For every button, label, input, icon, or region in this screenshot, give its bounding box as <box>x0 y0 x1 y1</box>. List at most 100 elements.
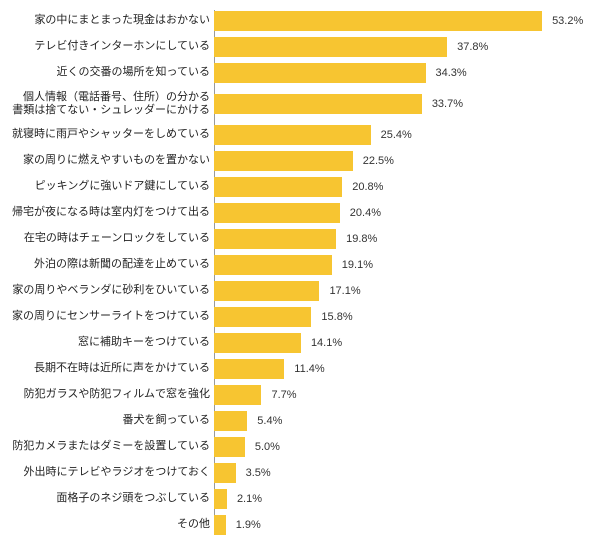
value-label: 1.9% <box>236 519 261 531</box>
bar <box>214 94 422 114</box>
row-label: 窓に補助キーをつけている <box>0 336 214 349</box>
value-label: 14.1% <box>311 337 342 349</box>
chart-row: 家の中にまとまった現金はおかない 53.2% <box>0 10 591 32</box>
bar-area: 34.3% <box>214 63 591 83</box>
chart-row: 番犬を飼っている 5.4% <box>0 410 591 432</box>
value-label: 5.4% <box>257 415 282 427</box>
chart-row: 窓に補助キーをつけている 14.1% <box>0 332 591 354</box>
chart-row: 帰宅が夜になる時は室内灯をつけて出る 20.4% <box>0 202 591 224</box>
bar-area: 7.7% <box>214 385 591 405</box>
value-label: 20.4% <box>350 207 381 219</box>
chart-row: 長期不在時は近所に声をかけている 11.4% <box>0 358 591 380</box>
row-label: 防犯カメラまたはダミーを設置している <box>0 440 214 453</box>
chart-row: 外泊の際は新聞の配達を止めている 19.1% <box>0 254 591 276</box>
chart-row: 面格子のネジ頭をつぶしている 2.1% <box>0 488 591 510</box>
chart-row: ピッキングに強いドア鍵にしている 20.8% <box>0 176 591 198</box>
bar-area: 20.4% <box>214 203 591 223</box>
bar-area: 3.5% <box>214 463 591 483</box>
bar-area: 1.9% <box>214 515 591 535</box>
bar <box>214 37 447 57</box>
chart-row: 就寝時に雨戸やシャッターをしめている 25.4% <box>0 124 591 146</box>
bar <box>214 203 340 223</box>
bar-area: 11.4% <box>214 359 591 379</box>
value-label: 25.4% <box>381 129 412 141</box>
bar <box>214 177 342 197</box>
value-label: 3.5% <box>246 467 271 479</box>
bar <box>214 125 371 145</box>
row-label: テレビ付きインターホンにしている <box>0 40 214 53</box>
bar-area: 37.8% <box>214 37 591 57</box>
value-label: 11.4% <box>294 363 324 375</box>
bar <box>214 281 319 301</box>
chart-row: 防犯ガラスや防犯フィルムで窓を強化 7.7% <box>0 384 591 406</box>
value-label: 53.2% <box>552 15 583 27</box>
bar <box>214 463 236 483</box>
value-label: 19.1% <box>342 259 373 271</box>
row-label: 防犯ガラスや防犯フィルムで窓を強化 <box>0 388 214 401</box>
bar-area: 5.0% <box>214 437 591 457</box>
bar <box>214 255 332 275</box>
value-label: 7.7% <box>271 389 296 401</box>
bar-area: 33.7% <box>214 94 591 114</box>
row-label: 長期不在時は近所に声をかけている <box>0 362 214 375</box>
value-label: 22.5% <box>363 155 394 167</box>
bar-area: 53.2% <box>214 11 591 31</box>
chart-row: 在宅の時はチェーンロックをしている 19.8% <box>0 228 591 250</box>
value-label: 34.3% <box>436 67 467 79</box>
bar-area: 25.4% <box>214 125 591 145</box>
bar <box>214 489 227 509</box>
bar <box>214 307 311 327</box>
bar <box>214 437 245 457</box>
row-label: 近くの交番の場所を知っている <box>0 66 214 79</box>
row-label: 面格子のネジ頭をつぶしている <box>0 492 214 505</box>
row-label: 番犬を飼っている <box>0 414 214 427</box>
row-label: 外泊の際は新聞の配達を止めている <box>0 258 214 271</box>
bar-area: 2.1% <box>214 489 591 509</box>
row-label: 外出時にテレビやラジオをつけておく <box>0 466 214 479</box>
value-label: 2.1% <box>237 493 262 505</box>
bar-area: 20.8% <box>214 177 591 197</box>
row-label: 在宅の時はチェーンロックをしている <box>0 232 214 245</box>
bar-area: 19.8% <box>214 229 591 249</box>
chart-row: 外出時にテレビやラジオをつけておく 3.5% <box>0 462 591 484</box>
value-label: 19.8% <box>346 233 377 245</box>
row-label: 帰宅が夜になる時は室内灯をつけて出る <box>0 206 214 219</box>
value-label: 37.8% <box>457 41 488 53</box>
value-label: 17.1% <box>329 285 360 297</box>
row-label: 家の周りに燃えやすいものを置かない <box>0 154 214 167</box>
bar-area: 17.1% <box>214 281 591 301</box>
row-label: 家の周りやベランダに砂利をひいている <box>0 284 214 297</box>
chart-row: 家の周りにセンサーライトをつけている 15.8% <box>0 306 591 328</box>
bar-area: 14.1% <box>214 333 591 353</box>
chart-row: 家の周りに燃えやすいものを置かない 22.5% <box>0 150 591 172</box>
bar <box>214 359 284 379</box>
bar <box>214 333 301 353</box>
bar-chart: 家の中にまとまった現金はおかない 53.2% テレビ付きインターホンにしている 37.… <box>0 0 601 550</box>
value-label: 33.7% <box>432 98 463 110</box>
bar <box>214 385 261 405</box>
bar <box>214 151 353 171</box>
row-label: 就寝時に雨戸やシャッターをしめている <box>0 128 214 141</box>
row-label: 家の中にまとまった現金はおかない <box>0 14 214 27</box>
row-label: 家の周りにセンサーライトをつけている <box>0 310 214 323</box>
bar-area: 5.4% <box>214 411 591 431</box>
chart-row: 個人情報（電話番号、住所）の分かる書類は捨てない・シュレッダーにかける 33.7% <box>0 88 591 120</box>
chart-row: テレビ付きインターホンにしている 37.8% <box>0 36 591 58</box>
bar <box>214 229 336 249</box>
row-label: ピッキングに強いドア鍵にしている <box>0 180 214 193</box>
value-label: 20.8% <box>352 181 383 193</box>
chart-row: 防犯カメラまたはダミーを設置している 5.0% <box>0 436 591 458</box>
chart-row: その他 1.9% <box>0 514 591 536</box>
bar-area: 19.1% <box>214 255 591 275</box>
chart-row: 近くの交番の場所を知っている 34.3% <box>0 62 591 84</box>
value-label: 15.8% <box>321 311 352 323</box>
bar <box>214 11 542 31</box>
bar <box>214 515 226 535</box>
bar-area: 15.8% <box>214 307 591 327</box>
bar <box>214 411 247 431</box>
row-label: 個人情報（電話番号、住所）の分かる書類は捨てない・シュレッダーにかける <box>0 91 214 117</box>
value-label: 5.0% <box>255 441 280 453</box>
row-label: その他 <box>0 518 214 531</box>
bar <box>214 63 426 83</box>
chart-row: 家の周りやベランダに砂利をひいている 17.1% <box>0 280 591 302</box>
